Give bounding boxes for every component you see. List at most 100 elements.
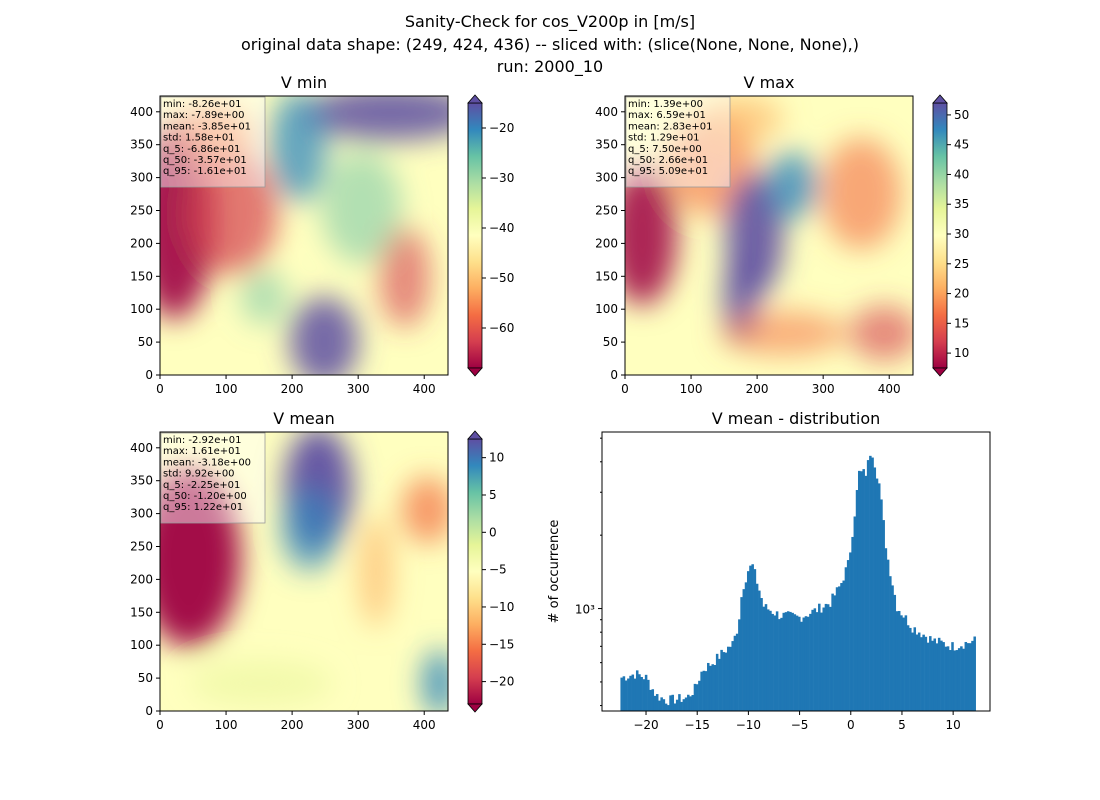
histogram-bar — [871, 457, 874, 711]
histogram-bar — [771, 613, 774, 711]
histogram-bar — [971, 640, 974, 711]
y-tick-label: 350 — [595, 138, 618, 152]
x-tick-label: 10 — [946, 718, 961, 732]
y-tick-label: 250 — [595, 203, 618, 217]
y-axis-label: # of occurrence — [547, 520, 562, 624]
histogram-bar — [840, 583, 843, 711]
heatmap-region-3 — [401, 476, 448, 544]
histogram-bar — [684, 697, 688, 711]
histogram-bar — [891, 585, 894, 711]
stats-line: mean: 2.83e+01 — [628, 121, 712, 132]
x-tick-label: 200 — [281, 382, 304, 396]
histogram-bars — [620, 455, 976, 711]
histogram-bar — [711, 664, 714, 711]
histogram-bar — [655, 694, 659, 711]
y-tick-label: 50 — [138, 335, 153, 349]
y-tick-label: 100 — [130, 302, 153, 316]
colorbar-extend-top — [467, 430, 483, 440]
histogram-bar — [804, 616, 808, 711]
histogram-bar — [826, 604, 830, 711]
x-tick-label: 300 — [347, 382, 370, 396]
x-tick-label: 300 — [347, 718, 370, 732]
histogram-bar — [780, 617, 783, 711]
x-tick-label: 400 — [413, 718, 436, 732]
histogram-bar — [675, 699, 679, 711]
colorbar-tick-label: 15 — [954, 316, 969, 330]
colorbar-tick-label: 0 — [489, 525, 497, 539]
x-tick-label: 100 — [215, 382, 238, 396]
stats-line: mean: -3.18e+00 — [163, 457, 251, 468]
histogram-bar — [651, 689, 655, 711]
histogram-bar — [877, 483, 881, 711]
panel-title: V max — [744, 73, 795, 92]
x-tick-label: −5 — [791, 718, 809, 732]
histogram-bar — [846, 560, 850, 711]
y-tick-label: 400 — [595, 105, 618, 119]
histogram-bar — [746, 571, 750, 711]
histogram-bar — [875, 478, 879, 711]
histogram-bar — [709, 665, 712, 711]
colorbar — [467, 102, 483, 369]
heatmap-region-2 — [280, 487, 339, 572]
histogram-bar — [835, 587, 839, 711]
colorbar-extend-bottom — [467, 703, 483, 713]
stats-line: q_50: 2.66e+01 — [628, 155, 708, 166]
stats-line: q_5: -6.86e+01 — [163, 144, 240, 155]
histogram-bar — [866, 460, 870, 711]
histogram-bar — [631, 674, 635, 711]
histogram-bar — [973, 636, 976, 711]
x-tick-label: 100 — [215, 718, 238, 732]
histogram-bar — [929, 636, 932, 711]
heatmap-region-3 — [304, 96, 448, 141]
colorbar-extend-top — [932, 94, 948, 104]
stats-line: mean: -3.85e+01 — [163, 121, 251, 132]
histogram-bar — [966, 643, 970, 711]
histogram-bar — [769, 610, 772, 711]
heatmap-region-0 — [625, 165, 677, 306]
stats-line: std: 1.29e+01 — [628, 133, 700, 144]
x-tick-label: −15 — [685, 718, 710, 732]
histogram-bar — [751, 564, 754, 711]
histogram-bar — [862, 469, 865, 711]
axes-frame — [624, 95, 914, 376]
histogram-bar — [940, 640, 943, 711]
stats-line: max: 6.59e+01 — [628, 110, 706, 121]
histogram-bar — [829, 606, 832, 711]
y-tick-label: 50 — [138, 671, 153, 685]
histogram-bar — [935, 643, 939, 711]
colorbar-tick-label: −5 — [489, 563, 507, 577]
histogram-bar — [851, 536, 854, 711]
histogram-bar — [833, 595, 837, 711]
histogram-bar — [949, 650, 952, 711]
colorbar-tick-label: −15 — [489, 637, 514, 651]
histogram-bar — [740, 597, 743, 711]
histogram-panel: V mean - distribution −20 −15 −10 −5 0 5 10 10³ #… — [547, 409, 991, 732]
heatmap-region-6 — [188, 660, 333, 706]
y-tick-label: 200 — [130, 236, 153, 250]
histogram-bar — [749, 565, 752, 711]
histogram-bar — [820, 612, 823, 711]
histogram-bar — [895, 611, 899, 711]
histogram-bar — [715, 653, 719, 711]
histogram-bar — [838, 586, 841, 711]
panel-title: V min — [281, 73, 327, 92]
colorbar-tick-label: −20 — [489, 121, 514, 135]
histogram-bar — [644, 674, 648, 711]
histogram-bar — [649, 689, 652, 711]
histogram-bar — [784, 612, 788, 711]
histogram-bar — [909, 627, 912, 711]
heatmap-field — [625, 96, 913, 375]
stats-line: q_5: -2.25e+01 — [163, 480, 240, 491]
y-tick-label: 400 — [130, 441, 153, 455]
colorbar-extend-top — [467, 94, 483, 104]
y-tick-label: 150 — [595, 269, 618, 283]
heatmap-region-6 — [378, 227, 431, 328]
suptitle-line-1: Sanity-Check for cos_V200p in [m/s] — [404, 12, 696, 31]
heatmap-region-7 — [321, 151, 402, 264]
histogram-bar — [638, 674, 641, 711]
histogram-bar — [622, 676, 626, 711]
heatmap-region-6 — [720, 310, 847, 356]
histogram-bar — [811, 609, 814, 711]
colorbar — [467, 438, 483, 705]
y-tick-label: 250 — [130, 203, 153, 217]
